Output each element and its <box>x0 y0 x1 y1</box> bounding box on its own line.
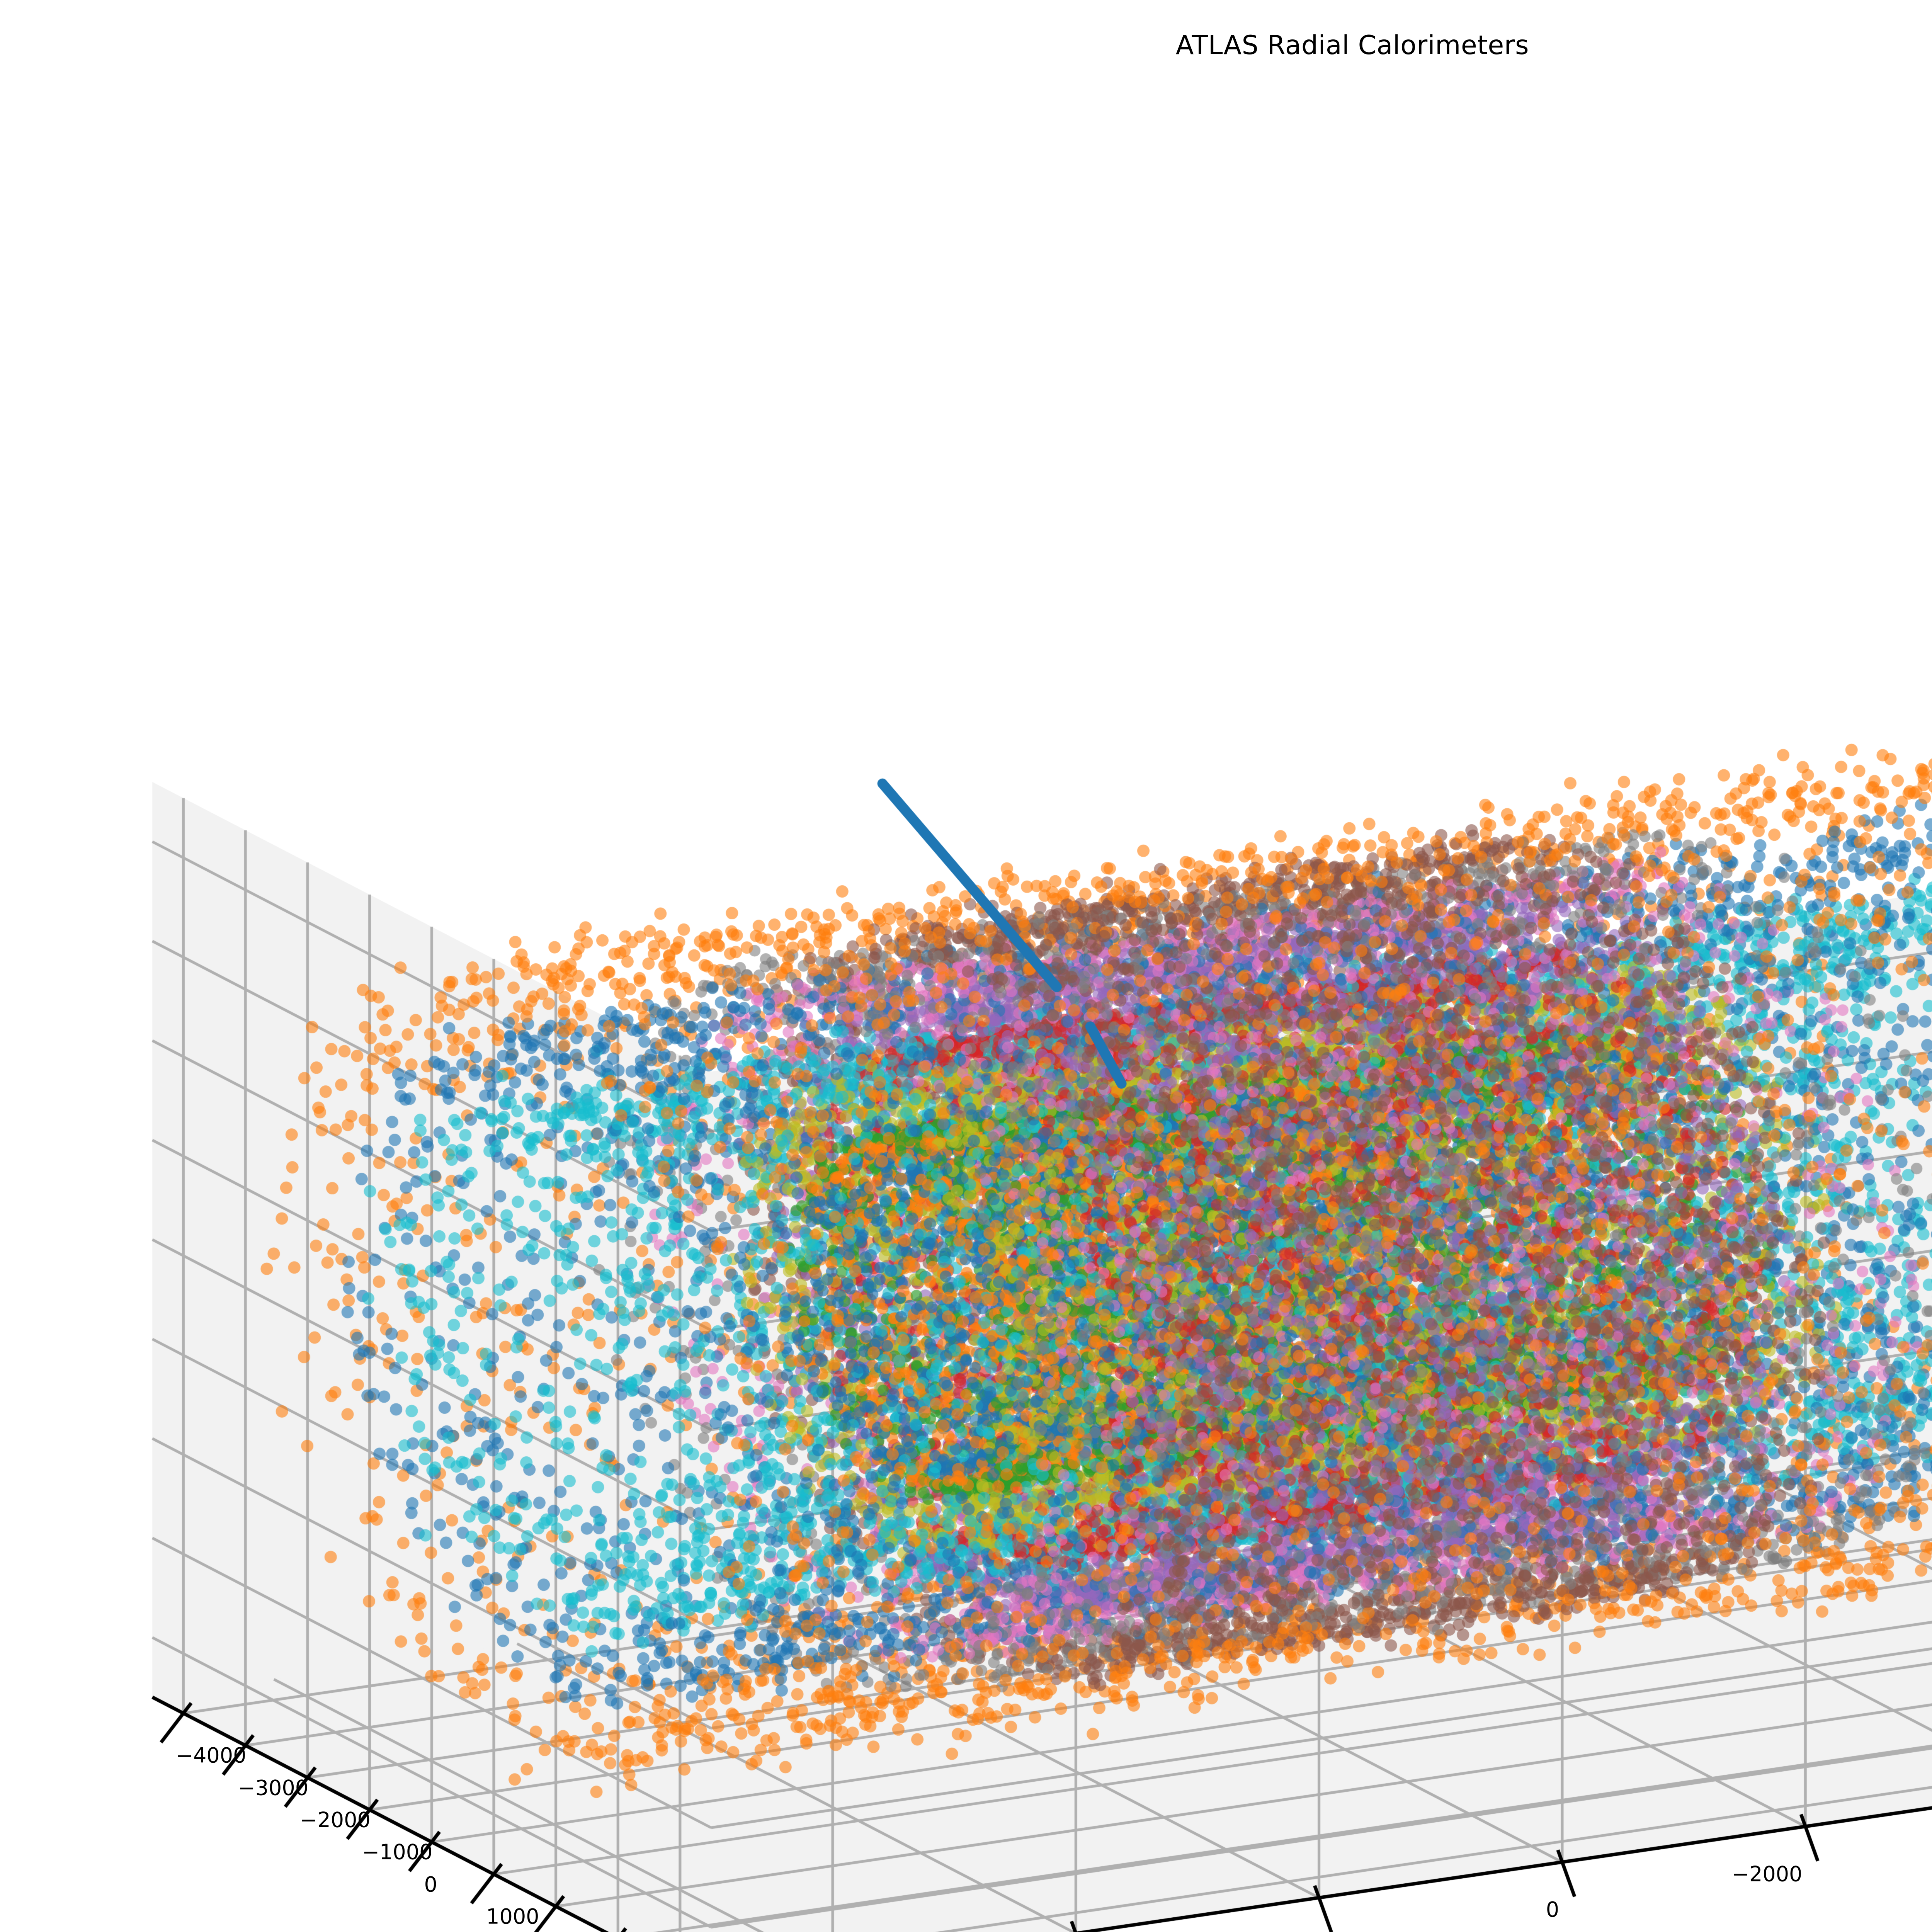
x-tick-label: −2000 <box>300 1808 371 1832</box>
z-tick-label: 0 <box>1546 1897 1560 1922</box>
x-tick-label: 1000 <box>486 1904 539 1929</box>
x-tick-label: −1000 <box>362 1840 433 1864</box>
x-tick-label: −4000 <box>175 1743 247 1768</box>
x-tick-label: 0 <box>424 1872 437 1897</box>
z-tick-label: −2000 <box>1731 1862 1803 1886</box>
x-tick-label: −3000 <box>238 1776 309 1800</box>
